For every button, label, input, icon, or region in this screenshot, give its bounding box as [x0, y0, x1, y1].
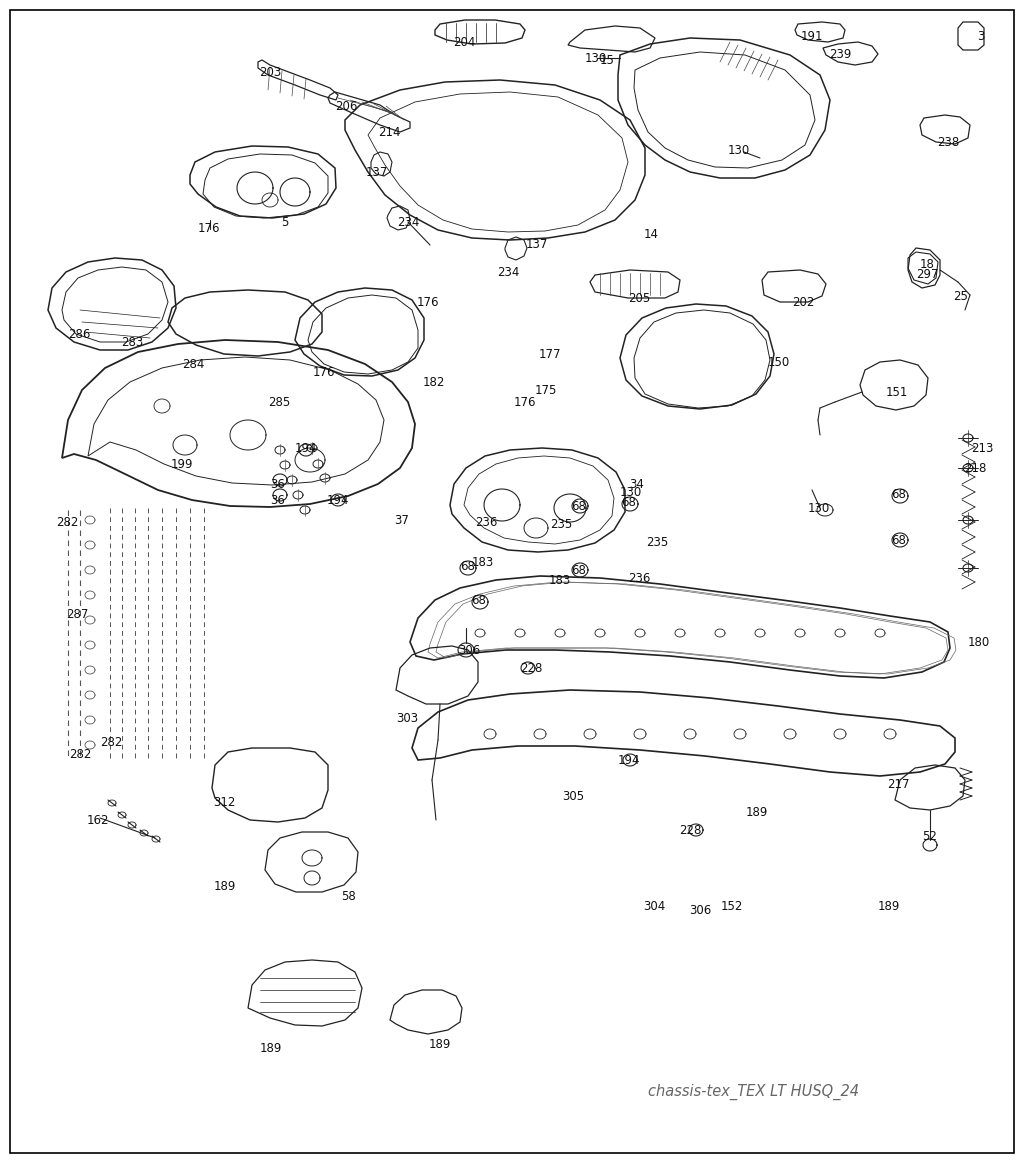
Text: 15: 15 — [600, 55, 614, 67]
Text: 194: 194 — [617, 754, 640, 766]
Text: 68: 68 — [472, 594, 486, 607]
Text: 130: 130 — [620, 485, 642, 499]
Text: 202: 202 — [792, 297, 814, 309]
Text: 130: 130 — [585, 51, 607, 64]
Text: 303: 303 — [396, 712, 418, 725]
Text: 189: 189 — [429, 1039, 452, 1051]
Text: 206: 206 — [335, 100, 357, 114]
Text: 37: 37 — [394, 514, 410, 527]
Text: 176: 176 — [417, 297, 439, 309]
Text: 183: 183 — [472, 557, 495, 570]
Text: 191: 191 — [801, 30, 823, 43]
Text: 306: 306 — [458, 644, 480, 657]
Text: 304: 304 — [643, 900, 666, 913]
Text: 203: 203 — [259, 65, 282, 78]
Text: 36: 36 — [270, 493, 286, 507]
Text: 287: 287 — [66, 608, 88, 621]
Text: 194: 194 — [295, 442, 317, 455]
Text: 25: 25 — [953, 290, 969, 302]
Text: 183: 183 — [549, 573, 571, 586]
Text: 286: 286 — [68, 328, 90, 341]
Text: 176: 176 — [312, 366, 335, 379]
Text: 177: 177 — [539, 349, 561, 362]
Text: 236: 236 — [475, 515, 498, 528]
Text: 218: 218 — [964, 462, 986, 475]
Text: 283: 283 — [121, 335, 143, 349]
Text: 189: 189 — [260, 1042, 283, 1055]
Text: 180: 180 — [968, 635, 990, 649]
Text: 68: 68 — [571, 564, 587, 577]
Text: 214: 214 — [378, 127, 400, 140]
Text: 68: 68 — [892, 488, 906, 501]
Text: 68: 68 — [571, 499, 587, 513]
Text: 213: 213 — [971, 442, 993, 455]
Text: 285: 285 — [268, 395, 290, 408]
Text: chassis-tex_TEX LT HUSQ_24: chassis-tex_TEX LT HUSQ_24 — [648, 1084, 859, 1100]
Text: 18: 18 — [920, 258, 935, 271]
Text: 282: 282 — [56, 515, 78, 528]
Text: 5: 5 — [282, 215, 289, 228]
Text: 239: 239 — [828, 49, 851, 62]
Text: 58: 58 — [341, 890, 355, 902]
Text: 36: 36 — [270, 478, 286, 491]
Text: 189: 189 — [745, 806, 768, 819]
Text: 305: 305 — [562, 791, 584, 804]
Text: 68: 68 — [622, 497, 637, 509]
Text: 151: 151 — [886, 385, 908, 399]
Text: 312: 312 — [213, 795, 236, 808]
Text: 137: 137 — [366, 166, 388, 179]
Text: 152: 152 — [721, 899, 743, 913]
Text: 14: 14 — [643, 228, 658, 241]
Text: 150: 150 — [768, 357, 791, 370]
Text: 217: 217 — [887, 778, 909, 792]
Text: 137: 137 — [525, 237, 548, 250]
Text: 189: 189 — [878, 899, 900, 913]
Text: 235: 235 — [646, 535, 668, 549]
Text: 306: 306 — [689, 904, 711, 916]
Text: 130: 130 — [728, 144, 751, 157]
Text: 297: 297 — [915, 269, 938, 281]
Text: 3: 3 — [977, 30, 985, 43]
Text: 182: 182 — [423, 376, 445, 388]
Text: 176: 176 — [514, 397, 537, 409]
Text: 282: 282 — [99, 736, 122, 749]
Text: 234: 234 — [397, 215, 419, 228]
Text: 238: 238 — [937, 136, 959, 149]
Text: 236: 236 — [628, 571, 650, 585]
Text: 205: 205 — [628, 292, 650, 305]
Text: 68: 68 — [892, 534, 906, 547]
Text: 68: 68 — [461, 561, 475, 573]
Text: 284: 284 — [182, 357, 204, 371]
Text: 235: 235 — [550, 518, 572, 530]
Text: 194: 194 — [327, 493, 349, 507]
Text: 175: 175 — [535, 384, 557, 397]
Text: 199: 199 — [171, 457, 194, 471]
Text: 52: 52 — [923, 829, 937, 842]
Text: 189: 189 — [214, 879, 237, 892]
Text: 176: 176 — [198, 221, 220, 235]
Text: 228: 228 — [679, 825, 701, 837]
Text: 228: 228 — [520, 662, 542, 675]
Text: 282: 282 — [69, 748, 91, 761]
Text: 130: 130 — [808, 501, 830, 514]
Text: 204: 204 — [453, 36, 475, 49]
Text: 34: 34 — [630, 478, 644, 491]
Text: 234: 234 — [497, 265, 519, 278]
Text: 162: 162 — [87, 813, 110, 827]
